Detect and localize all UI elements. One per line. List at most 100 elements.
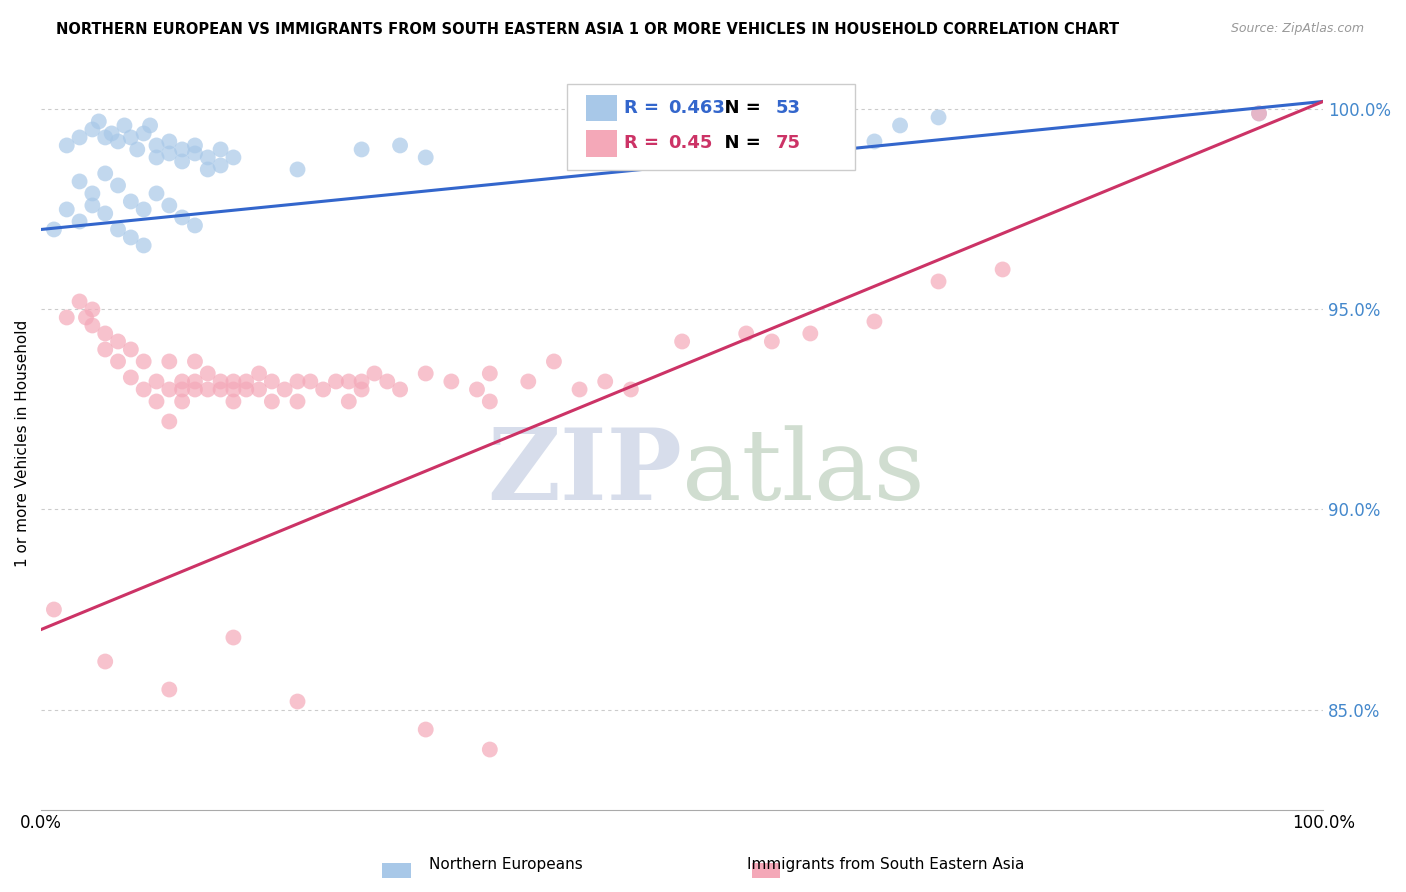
Point [139, 119, 162, 133]
Point [145, 375, 167, 389]
Point [132, 127, 155, 141]
Point [363, 367, 385, 381]
Point [197, 151, 219, 165]
Point [593, 375, 616, 389]
Text: NORTHERN EUROPEAN VS IMMIGRANTS FROM SOUTH EASTERN ASIA 1 OR MORE VEHICLES IN HO: NORTHERN EUROPEAN VS IMMIGRANTS FROM SOU… [56, 22, 1119, 37]
Point [287, 394, 309, 409]
Point [863, 135, 886, 149]
Y-axis label: 1 or more Vehicles in Household: 1 or more Vehicles in Household [15, 320, 30, 567]
Point [799, 326, 821, 341]
Point [299, 375, 322, 389]
FancyBboxPatch shape [586, 130, 617, 156]
Point [478, 367, 501, 381]
Point [82, 302, 104, 317]
Point [107, 178, 129, 193]
Point [209, 143, 232, 157]
Point [222, 383, 245, 397]
Point [75, 310, 97, 325]
Point [350, 375, 373, 389]
Point [82, 198, 104, 212]
Point [235, 383, 257, 397]
Point [287, 162, 309, 177]
Point [157, 135, 180, 149]
Point [120, 194, 142, 209]
Point [69, 214, 91, 228]
Point [415, 367, 437, 381]
Point [889, 119, 911, 133]
Point [1247, 106, 1270, 120]
Point [157, 415, 180, 429]
Text: R =: R = [624, 135, 665, 153]
Point [478, 394, 501, 409]
Point [145, 394, 167, 409]
Point [100, 127, 122, 141]
Point [389, 383, 412, 397]
Point [172, 375, 194, 389]
Point [197, 383, 219, 397]
Point [184, 146, 207, 161]
Point [415, 151, 437, 165]
Point [107, 135, 129, 149]
Point [517, 375, 540, 389]
Point [69, 130, 91, 145]
Point [222, 631, 245, 645]
Point [287, 375, 309, 389]
Point [82, 186, 104, 201]
Point [157, 383, 180, 397]
Point [172, 143, 194, 157]
Point [415, 723, 437, 737]
Point [375, 375, 398, 389]
Point [620, 383, 643, 397]
Point [132, 383, 155, 397]
Point [172, 394, 194, 409]
Point [157, 198, 180, 212]
Point [69, 174, 91, 188]
Point [184, 383, 207, 397]
Point [145, 138, 167, 153]
Point [235, 375, 257, 389]
Point [799, 122, 821, 136]
Point [260, 375, 283, 389]
Point [55, 138, 77, 153]
Point [337, 375, 360, 389]
Point [120, 370, 142, 384]
Point [209, 375, 232, 389]
Point [94, 206, 117, 220]
Point [107, 354, 129, 368]
Point [145, 186, 167, 201]
Point [543, 354, 565, 368]
Point [184, 375, 207, 389]
Text: Source: ZipAtlas.com: Source: ZipAtlas.com [1230, 22, 1364, 36]
Point [132, 238, 155, 252]
Point [222, 151, 245, 165]
Point [94, 343, 117, 357]
Point [69, 294, 91, 309]
Point [94, 655, 117, 669]
Text: atlas: atlas [682, 425, 925, 521]
Point [184, 354, 207, 368]
Point [94, 326, 117, 341]
Text: N =: N = [711, 99, 766, 117]
Point [172, 211, 194, 225]
Point [209, 158, 232, 172]
Point [184, 138, 207, 153]
Text: 53: 53 [776, 99, 800, 117]
Point [991, 262, 1014, 277]
Point [42, 602, 65, 616]
Point [350, 383, 373, 397]
Point [132, 202, 155, 217]
Point [863, 314, 886, 328]
Point [287, 694, 309, 708]
Point [568, 383, 591, 397]
Point [928, 111, 950, 125]
Point [55, 202, 77, 217]
Point [42, 222, 65, 236]
Text: Northern Europeans: Northern Europeans [429, 857, 583, 872]
Point [197, 367, 219, 381]
Point [478, 742, 501, 756]
Text: 0.45: 0.45 [668, 135, 713, 153]
Text: ZIP: ZIP [488, 425, 682, 521]
Point [172, 154, 194, 169]
Point [1247, 106, 1270, 120]
Point [132, 354, 155, 368]
